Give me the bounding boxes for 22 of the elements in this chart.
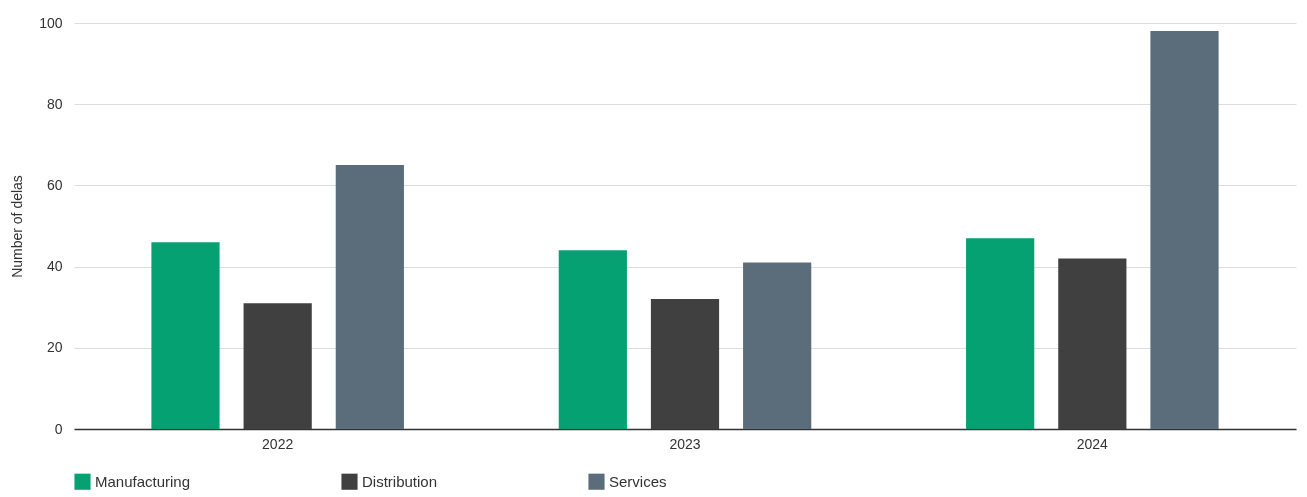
y-tick-label: 80: [46, 95, 63, 112]
y-tick-label: 40: [46, 258, 63, 275]
y-tick-label: 100: [39, 14, 63, 31]
bar: [558, 250, 627, 429]
y-tick-label: 20: [46, 339, 63, 356]
bar: [743, 262, 812, 429]
x-tick-label: 2024: [1076, 435, 1109, 452]
bar: [243, 303, 312, 429]
x-tick-label: 2022: [262, 435, 294, 452]
bar: [151, 242, 220, 429]
x-tick-label: 2023: [669, 435, 701, 452]
legend-label: Distribution: [362, 472, 438, 490]
legend-label: Manufacturing: [95, 472, 191, 490]
bar: [650, 299, 720, 429]
y-axis-title: Number of delas: [9, 175, 26, 278]
y-tick-label: 60: [46, 176, 63, 193]
bar: [1058, 258, 1127, 429]
legend-label: Services: [609, 472, 667, 490]
bar: [335, 165, 404, 429]
bar: [966, 238, 1035, 429]
bar: [1150, 31, 1219, 429]
y-tick-label: 0: [54, 420, 63, 437]
